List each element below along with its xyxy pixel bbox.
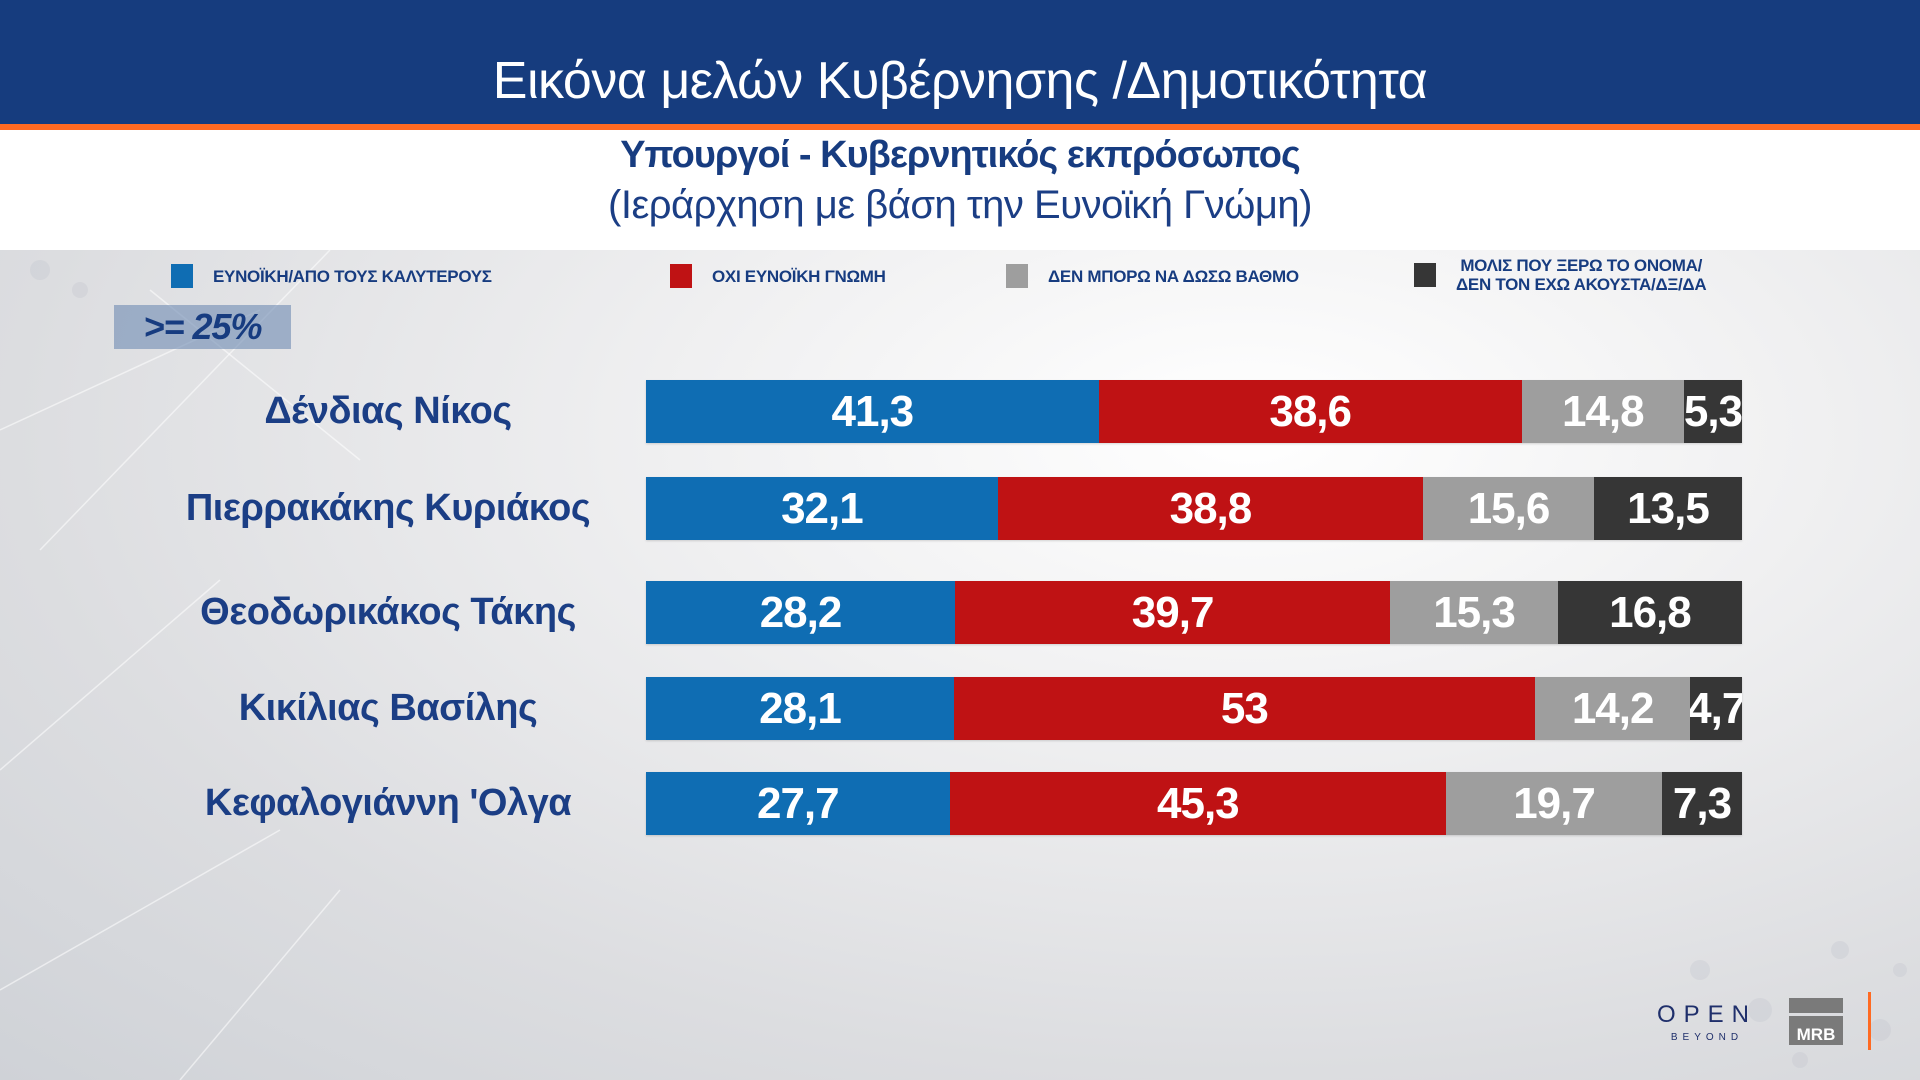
- open-beyond-logo: OPEN BEYOND: [1655, 1003, 1759, 1045]
- legend-swatch-unfavorable: [670, 264, 692, 288]
- legend-label: ΟΧΙ ΕΥΝΟΪΚΗ ΓΝΩΜΗ: [712, 266, 886, 286]
- accent-stripe: [0, 124, 1920, 130]
- bar-segment-cannot-rate: 19,7: [1446, 772, 1662, 835]
- bar-segment-favorable: 32,1: [646, 477, 998, 540]
- page-title: Εικόνα μελών Κυβέρνησης /Δημοτικότητα: [492, 52, 1428, 110]
- bar-segment-unknown: 5,3: [1683, 380, 1742, 443]
- bar-segment-favorable: 41,3: [646, 380, 1099, 443]
- row-label: Θεοδωρικάκος Τάκης: [200, 591, 576, 633]
- bar-segment-unknown: 4,7: [1690, 677, 1742, 740]
- bar-segment-unfavorable: 39,7: [955, 581, 1391, 644]
- legend-item-favorable: ΕΥΝΟΪΚΗ/ΑΠΟ ΤΟΥΣ ΚΑΛΥΤΕΡΟΥΣ: [171, 264, 492, 288]
- chart-subtitle-ranking: (Ιεράρχηση με βάση την Ευνοϊκή Γνώμη): [608, 183, 1312, 227]
- stacked-bar: 32,1 38,8 15,6 13,5: [646, 477, 1742, 540]
- threshold-badge: >= 25%: [114, 305, 291, 349]
- legend-item-unfavorable: ΟΧΙ ΕΥΝΟΪΚΗ ΓΝΩΜΗ: [670, 264, 886, 288]
- row-label: Πιερρακάκης Κυριάκος: [185, 487, 591, 529]
- stacked-bar: 41,3 38,6 14,8 5,3: [646, 380, 1742, 443]
- row-label: Δένδιας Νίκος: [264, 390, 512, 432]
- subheader: Υπουργοί - Κυβερνητικός εκπρόσωπος (Ιερά…: [0, 130, 1920, 250]
- mrb-logo-text: MRB: [1789, 1016, 1843, 1045]
- legend-swatch-unknown: [1414, 263, 1436, 287]
- open-logo-text: OPEN: [1656, 1001, 1757, 1028]
- legend-swatch-cannot-rate: [1006, 264, 1028, 288]
- title-bar: Εικόνα μελών Κυβέρνησης /Δημοτικότητα: [0, 0, 1920, 124]
- bar-segment-unknown: 13,5: [1594, 477, 1742, 540]
- bar-segment-favorable: 28,2: [646, 581, 956, 644]
- stacked-bar: 27,7 45,3 19,7 7,3: [646, 772, 1742, 835]
- mrb-logo-bar: [1789, 998, 1843, 1013]
- bar-segment-unknown: 7,3: [1661, 772, 1742, 835]
- legend-label-line2: ΔΕΝ ΤΟΝ ΕΧΩ ΑΚΟΥΣΤΑ/ΔΞ/ΔΑ: [1456, 275, 1707, 294]
- bar-segment-unfavorable: 38,6: [1098, 380, 1522, 443]
- row-label: Κικίλιας Βασίλης: [238, 687, 538, 729]
- legend-label: ΜΟΛΙΣ ΠΟΥ ΞΕΡΩ ΤΟ ΟΝΟΜΑ/ ΔΕΝ ΤΟΝ ΕΧΩ ΑΚΟ…: [1456, 256, 1707, 294]
- bar-segment-cannot-rate: 14,8: [1521, 380, 1684, 443]
- stacked-bar: 28,1 53 14,2 4,7: [646, 677, 1742, 740]
- chart-subtitle: Υπουργοί - Κυβερνητικός εκπρόσωπος: [620, 134, 1301, 176]
- open-logo-subtext: BEYOND: [1670, 1032, 1744, 1043]
- bar-segment-favorable: 28,1: [646, 677, 954, 740]
- chart-row: Κικίλιας Βασίλης 28,1 53 14,2 4,7: [0, 677, 1920, 740]
- bar-segment-cannot-rate: 15,6: [1423, 477, 1595, 540]
- footer-divider: [1868, 992, 1871, 1050]
- legend-item-cannot-rate: ΔΕΝ ΜΠΟΡΩ ΝΑ ΔΩΣΩ ΒΑΘΜΟ: [1006, 264, 1299, 288]
- legend-item-unknown: ΜΟΛΙΣ ΠΟΥ ΞΕΡΩ ΤΟ ΟΝΟΜΑ/ ΔΕΝ ΤΟΝ ΕΧΩ ΑΚΟ…: [1414, 256, 1707, 294]
- row-label: Κεφαλογιάννη 'Ολγα: [204, 782, 572, 824]
- bar-segment-unfavorable: 38,8: [997, 477, 1424, 540]
- chart-row: Κεφαλογιάννη 'Ολγα 27,7 45,3 19,7 7,3: [0, 772, 1920, 835]
- mrb-logo: MRB: [1789, 998, 1843, 1046]
- chart-row: Δένδιας Νίκος 41,3 38,6 14,8 5,3: [0, 380, 1920, 443]
- bar-segment-favorable: 27,7: [646, 772, 950, 835]
- bar-segment-cannot-rate: 15,3: [1390, 581, 1558, 644]
- threshold-text: >= 25%: [143, 306, 262, 347]
- bar-segment-unknown: 16,8: [1557, 581, 1742, 644]
- bar-segment-unfavorable: 45,3: [949, 772, 1447, 835]
- chart-row: Θεοδωρικάκος Τάκης 28,2 39,7 15,3 16,8: [0, 581, 1920, 644]
- stacked-bar: 28,2 39,7 15,3 16,8: [646, 581, 1742, 644]
- legend-label: ΕΥΝΟΪΚΗ/ΑΠΟ ΤΟΥΣ ΚΑΛΥΤΕΡΟΥΣ: [213, 266, 492, 286]
- bar-segment-unfavorable: 53: [953, 677, 1535, 740]
- legend-label-line1: ΜΟΛΙΣ ΠΟΥ ΞΕΡΩ ΤΟ ΟΝΟΜΑ/: [1460, 256, 1702, 275]
- chart-row: Πιερρακάκης Κυριάκος 32,1 38,8 15,6 13,5: [0, 477, 1920, 540]
- legend-label: ΔΕΝ ΜΠΟΡΩ ΝΑ ΔΩΣΩ ΒΑΘΜΟ: [1048, 266, 1299, 286]
- bar-segment-cannot-rate: 14,2: [1534, 677, 1691, 740]
- background-decoration: [0, 250, 1907, 1080]
- legend-swatch-favorable: [171, 264, 193, 288]
